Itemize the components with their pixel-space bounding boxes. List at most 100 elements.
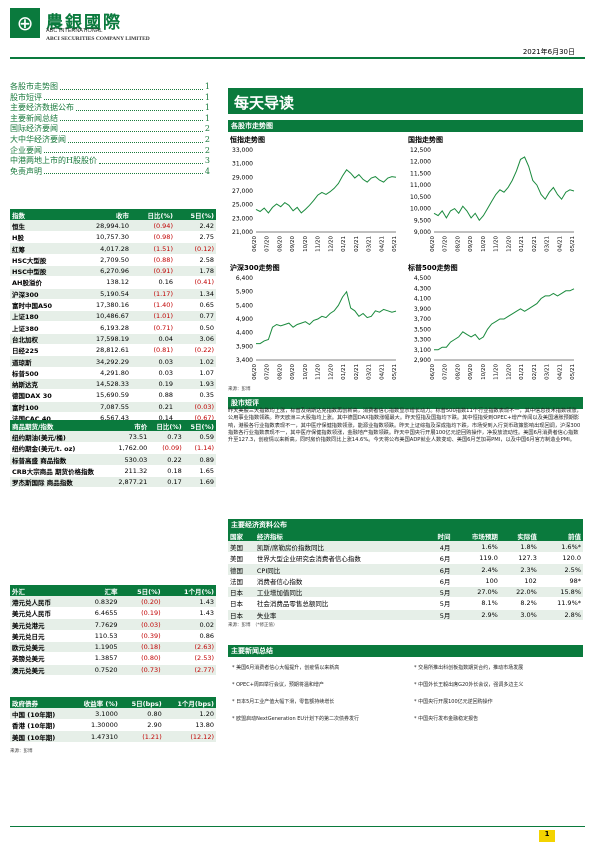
toc-leader [68,135,203,143]
toc-item[interactable]: 免责声明 4 [10,167,210,178]
y-tick-label: 6,400 [236,275,253,282]
table-cell: 纽约期油(美元/桶) [10,431,111,444]
table-cell: (0.20) [119,596,163,609]
toc-item[interactable]: 大中华经济要闻 2 [10,135,210,146]
fx-table: 外汇 汇率 5日(%) 1个月(%) 港元兑人民币 0.8329 (0.20) 1.43 美元兑… [10,585,216,676]
table-cell: 0.77 [174,310,216,323]
commodity-table: 商品期货/指数 市价 日比(%) 5日(%) 纽约期油(美元/桶) 73.51 0.73 0.… [10,420,216,489]
toc-item[interactable]: 企业要闻 2 [10,146,210,157]
x-tick-label: 03/21 [367,364,373,380]
table-cell: 27.0% [452,586,500,599]
table-cell: 102 [499,575,539,587]
table-row: 道琼斯 34,292.29 0.03 1.02 [10,355,216,368]
table-header: 国家 [228,530,255,542]
table-cell: (0.18) [119,641,163,654]
x-tick-label: 03/21 [367,236,373,252]
table-cell: 11.9%* [538,597,583,610]
table-cell: 德国 [228,563,255,576]
source-note-left: 来源：彭博 [10,749,33,754]
toc-page: 1 [204,92,210,102]
table-row: 澳元兑美元 0.7520 (0.73) (2.77) [10,664,216,676]
table-cell: CRB大宗商品 期货价格指数 [10,465,111,477]
table-cell: 0.22 [149,453,184,466]
table-cell: 1.30000 [70,719,120,732]
x-tick-label: 12/20 [506,236,512,252]
table-cell: 美国 [228,541,255,554]
table-header: 经济指标 [254,530,426,542]
y-tick-label: 4,100 [414,296,431,303]
x-tick-label: 02/21 [532,364,538,380]
table-cell: 富时中国A50 [10,299,76,312]
table-cell: 73.51 [110,431,150,444]
table-cell: (0.39) [119,630,163,642]
table-row: 英镑兑美元 1.3857 (0.80) (2.53) [10,652,216,665]
table-cell: 28,994.10 [75,220,132,233]
x-tick-label: 11/20 [316,236,322,252]
table-cell: H股 [10,231,76,244]
toc-item[interactable]: 各股市走势图 1 [10,82,210,93]
table-cell: 中国 (10年期) [10,708,71,721]
commentary-section-title: 股市短评 [228,397,583,409]
table-cell: 1.78 [174,265,216,278]
toc-leader [98,156,203,164]
table-cell: (0.09) [149,442,184,455]
y-tick-label: 23,000 [232,215,253,222]
x-tick-label: 08/20 [455,364,461,380]
table-cell: 0.02 [162,618,216,631]
table-cell: 1.47310 [70,730,120,743]
table-cell: 127.3 [499,552,539,565]
table-cell: 法国 [228,575,255,587]
table-cell: 2.5% [538,563,583,576]
x-tick-label: 01/21 [341,364,347,380]
source-note-charts: 来源：彭博 [228,387,251,392]
table-row: 罗杰斯国际 商品指数 2,877.21 0.17 1.69 [10,476,216,489]
table-cell: (0.88) [131,254,175,266]
news-item: * 中国央行发布金融稳定报告 [414,716,479,722]
table-cell: 1.6%* [538,541,583,554]
table-cell: 2.8% [538,609,583,621]
x-tick-label: 10/20 [303,236,309,252]
table-cell: 3.1000 [70,708,120,721]
toc-item[interactable]: 中港两地上市的H股股价 3 [10,156,210,167]
table-cell: 0.18 [149,465,184,477]
table-cell: 纳斯达克 [10,378,76,391]
company-logo: ⊕ [10,8,40,38]
table-cell: 3.06 [174,333,216,346]
toc-leader [60,114,203,122]
x-tick-label: 03/21 [545,236,551,252]
x-tick-label: 04/21 [557,236,563,252]
table-row: 欧元兑美元 1.1905 (0.18) (2.63) [10,641,216,654]
table-row: 港元兑人民币 0.8329 (0.20) 1.43 [10,596,216,609]
table-cell: 6月 [425,575,453,587]
table-header: 市场预期 [452,530,500,542]
toc-item[interactable]: 股市短评 1 [10,93,210,104]
toc-item[interactable]: 国际经济要闻 2 [10,124,210,135]
series-line [255,169,397,214]
x-tick-label: 05/21 [570,364,576,380]
table-cell: 1.69 [183,476,216,489]
table-cell: (0.91) [131,265,175,278]
x-tick-label: 07/20 [443,236,449,252]
table-cell: 1.6% [452,541,500,554]
table-cell: (0.98) [131,231,175,244]
toc-page: 2 [204,134,210,144]
table-cell: (0.22) [174,344,216,357]
toc-label: 中港两地上市的H股股价 [10,156,97,166]
toc-item[interactable]: 主要新闻总结 1 [10,114,210,125]
y-tick-label: 4,500 [414,275,431,282]
table-header: 收益率 (%) [70,697,120,709]
x-tick-label: 12/20 [506,364,512,380]
table-row: 香港 (10年期) 1.30000 2.90 13.80 [10,719,216,732]
table-cell: 5,190.54 [75,288,132,300]
x-tick-label: 09/20 [468,364,474,380]
table-cell: 3.0% [499,609,539,621]
table-cell: (0.81) [131,344,175,357]
toc-item[interactable]: 主要经济数据公布 1 [10,103,210,114]
table-row: 日本 社会消费品零售总额同比 5月 8.1% 8.2% 11.9%* [228,597,583,610]
table-cell: 富时100 [10,401,76,413]
toc-page: 4 [204,166,210,176]
table-row: AH股溢价 138.12 0.16 (0.41) [10,276,216,289]
table-row: 日经225 28,812.61 (0.81) (0.22) [10,344,216,357]
table-cell: (1.17) [131,288,175,300]
table-cell: 美国 (10年期) [10,730,71,743]
